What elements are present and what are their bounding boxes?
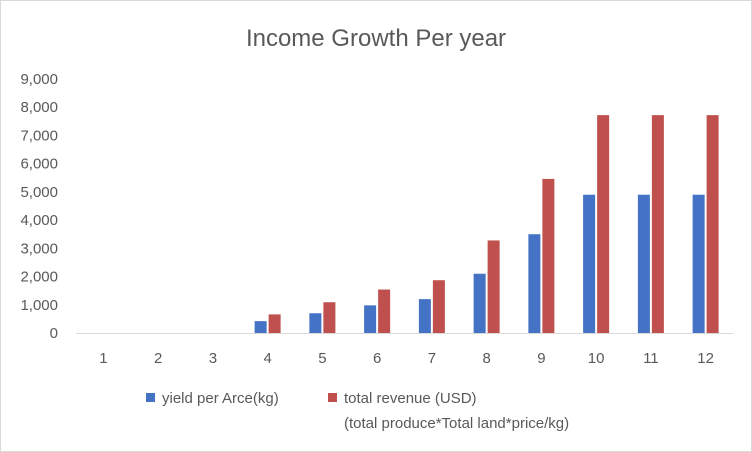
y-axis: 0 1,000 2,000 3,000 4,000 5,000 6,000 7,000 8,00… [20,71,58,342]
x-tick-label: 8 [482,350,490,367]
bars [254,115,719,333]
x-tick-label: 7 [428,350,436,367]
x-tick-label: 10 [588,350,605,367]
bar-revenue [542,178,555,333]
legend-label-yield: yield per Arce(kg) [162,390,279,407]
bar-yield [418,299,431,333]
x-tick-label: 12 [697,350,714,367]
y-tick-label: 9,000 [20,71,58,88]
x-tick-label: 6 [373,350,381,367]
y-tick-label: 3,000 [20,240,58,257]
legend-swatch-yield [146,393,155,402]
bar-revenue [268,314,281,333]
x-axis: 1 2 3 4 5 6 7 8 9 10 11 12 [76,333,733,367]
bar-revenue [651,115,664,333]
y-tick-label: 2,000 [20,269,58,286]
x-tick-label: 4 [263,350,271,367]
bar-revenue [706,115,719,333]
legend-label-revenue-formula: (total produce*Total land*price/kg) [344,415,569,432]
x-tick-label: 3 [209,350,217,367]
y-tick-label: 1,000 [20,297,58,314]
y-tick-label: 8,000 [20,99,58,116]
bar-yield [473,273,486,333]
bar-yield [692,194,705,333]
legend: yield per Arce(kg) total revenue (USD) (… [146,390,569,432]
x-tick-label: 11 [643,350,659,367]
bar-yield [254,321,267,333]
bar-revenue [432,280,445,333]
y-tick-label: 4,000 [20,212,58,229]
y-tick-label: 6,000 [20,156,58,173]
x-tick-label: 5 [318,350,326,367]
bar-yield [528,234,541,333]
x-tick-label: 2 [154,350,162,367]
bar-yield [637,194,650,333]
y-tick-label: 5,000 [20,184,58,201]
bar-revenue [487,240,500,333]
x-tick-label: 9 [537,350,545,367]
chart-title: Income Growth Per year [246,25,506,52]
legend-label-revenue: total revenue (USD) [344,390,477,407]
bar-yield [364,305,377,333]
bar-revenue [323,302,336,333]
bar-yield [309,313,322,333]
bar-revenue [597,115,610,333]
legend-swatch-revenue [328,393,337,402]
bar-yield [583,194,596,333]
y-tick-label: 7,000 [20,127,58,144]
y-tick-label: 0 [50,325,58,342]
bar-revenue [378,289,391,333]
x-tick-label: 1 [99,350,107,367]
